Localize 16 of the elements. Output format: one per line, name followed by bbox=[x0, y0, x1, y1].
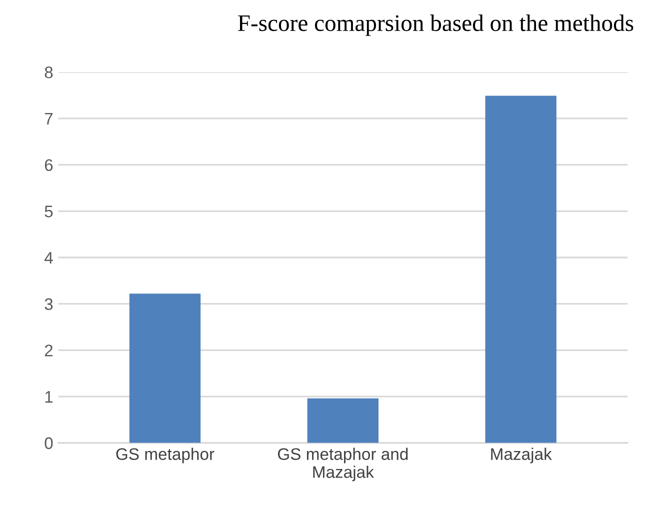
bar bbox=[307, 398, 378, 443]
x-tick-label: GS metaphor bbox=[116, 448, 214, 464]
y-tick-label: 5 bbox=[44, 206, 53, 218]
y-tick-label: 8 bbox=[44, 66, 53, 78]
bar bbox=[485, 96, 556, 443]
y-tick-label: 2 bbox=[44, 344, 53, 356]
y-tick-label: 6 bbox=[44, 159, 53, 172]
y-tick-label: 0 bbox=[44, 437, 53, 450]
y-tick-label: 7 bbox=[44, 113, 53, 124]
chart-title: F-score comaprsion based on the methods bbox=[238, 14, 634, 36]
bar bbox=[129, 294, 201, 443]
y-tick-label: 4 bbox=[44, 252, 53, 264]
x-tick-label: GS metaphor and Mazajak bbox=[278, 448, 408, 482]
y-tick-label: 3 bbox=[44, 298, 53, 310]
y-tick-label: 1 bbox=[45, 391, 53, 403]
x-tick-label: Mazajak bbox=[491, 448, 552, 464]
